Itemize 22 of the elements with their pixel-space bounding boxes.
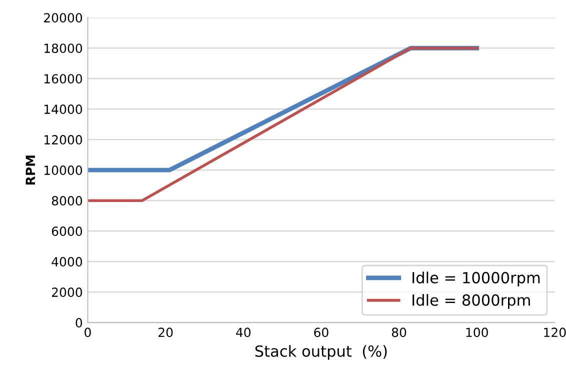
y-tick-label: 2000 bbox=[52, 288, 82, 298]
y-tick-label: 4000 bbox=[52, 257, 82, 267]
x-tick-label: 80 bbox=[392, 328, 406, 338]
x-tick-label: 60 bbox=[314, 328, 328, 338]
y-tick-label: 18000 bbox=[44, 44, 82, 54]
x-tick-label: 100 bbox=[466, 328, 488, 338]
y-tick-label: 6000 bbox=[52, 226, 82, 236]
y-tick-label: 12000 bbox=[44, 135, 82, 145]
y-tick-label: 14000 bbox=[44, 104, 82, 114]
y-tick-label: 16000 bbox=[44, 74, 82, 84]
x-tick-label: 0 bbox=[84, 328, 91, 338]
y-tick-label: 10000 bbox=[44, 166, 82, 176]
y-tick-label: 20000 bbox=[44, 13, 82, 23]
x-tick-label: 120 bbox=[544, 328, 566, 338]
x-tick-label: 40 bbox=[236, 328, 251, 338]
y-axis-title: RPM bbox=[26, 156, 35, 185]
x-tick-label: 20 bbox=[158, 328, 173, 338]
y-tick-label: 8000 bbox=[52, 196, 82, 206]
y-tick-label: 0 bbox=[76, 318, 82, 328]
x-axis-title: Stack output (%) bbox=[255, 345, 387, 360]
legend-label: Idle = 10000rpm bbox=[412, 272, 540, 286]
legend-label: Idle = 8000rpm bbox=[412, 294, 530, 309]
